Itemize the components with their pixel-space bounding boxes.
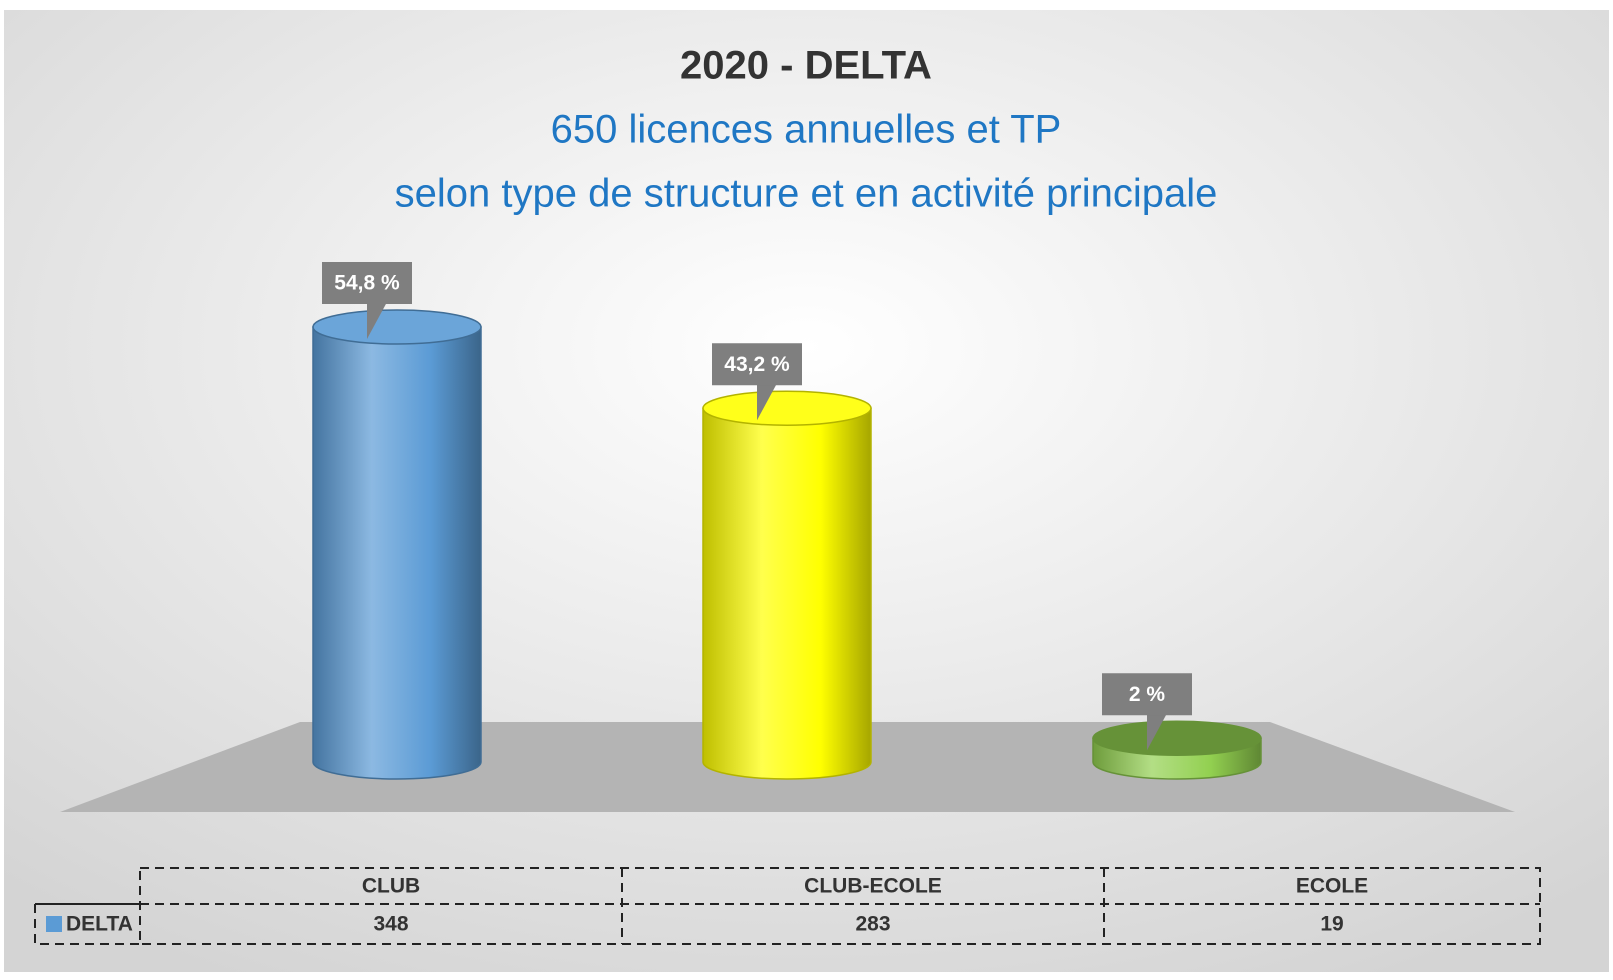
chart-subtitle: 650 licences annuelles et TP (551, 108, 1062, 152)
chart-subtitle: selon type de structure et en activité p… (395, 172, 1218, 216)
data-label: 43,2 % (724, 353, 790, 376)
data-label: 2 % (1129, 683, 1166, 706)
table-value: 283 (855, 913, 890, 936)
bar-top (702, 390, 872, 426)
bar-top (1092, 720, 1262, 756)
x-tick-label: ECOLE (1296, 875, 1368, 898)
bar (312, 326, 482, 780)
data-label-box (712, 343, 802, 386)
table-value: 19 (1320, 913, 1343, 936)
table-value: 348 (373, 913, 408, 936)
x-tick-label: CLUB-ECOLE (804, 875, 942, 898)
data-table-grid (34, 867, 1541, 945)
data-label-box (1102, 673, 1192, 716)
legend-swatch (46, 916, 62, 932)
data-label-box (322, 262, 412, 304)
data-label: 54,8 % (334, 272, 400, 295)
legend-label: DELTA (66, 913, 133, 936)
label-pointer (757, 383, 777, 421)
chart-title: 2020 - DELTA (680, 44, 932, 88)
bar (702, 407, 872, 780)
x-tick-label: CLUB (362, 875, 420, 898)
label-pointer (1147, 713, 1167, 751)
label-pointer (367, 302, 387, 339)
bar-top (312, 309, 482, 345)
